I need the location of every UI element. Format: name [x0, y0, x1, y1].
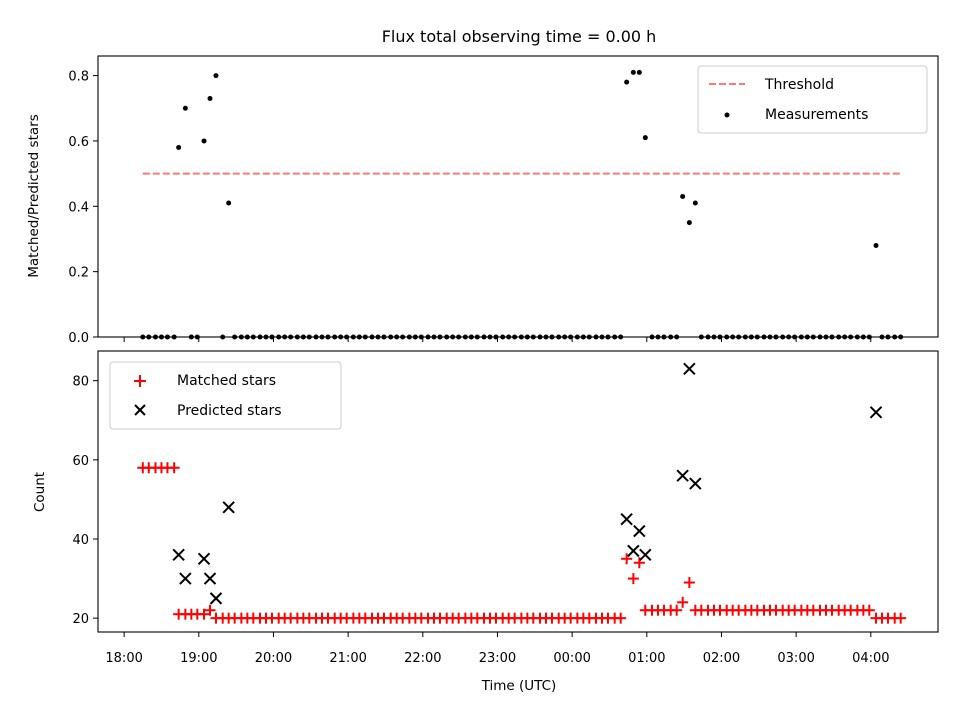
matched-star-point	[671, 604, 683, 616]
matched-star-point	[621, 553, 633, 565]
matched-star-point	[895, 612, 907, 624]
bottom-y-tick-label: 20	[72, 612, 89, 627]
measurements-legend-marker	[724, 112, 730, 118]
matched-star-point	[198, 608, 210, 620]
x-tick-label: 01:00	[628, 651, 665, 666]
bottom-x-ticks: 18:00 19:00 20:00 21:00 22:00 23:00 00:00 01:00…	[105, 632, 890, 666]
measurement-point	[226, 200, 232, 206]
measurement-point	[201, 138, 207, 144]
predicted-star-point	[203, 572, 217, 585]
top-axes: Flux total observing time = 0.00 h Match…	[26, 27, 939, 346]
bottom-y-axis-label: Count	[32, 472, 48, 512]
measurement-point	[680, 194, 686, 199]
matched-stars-legend-marker	[134, 375, 146, 387]
measurement-point	[692, 200, 698, 206]
predicted-star-point	[179, 572, 192, 585]
matched-star-point	[204, 604, 216, 616]
x-tick-label: 03:00	[777, 651, 814, 666]
measurement-point	[630, 69, 636, 75]
top-axes-frame	[97, 55, 939, 338]
matched-star-point	[633, 557, 645, 569]
x-tick-label: 22:00	[404, 651, 441, 666]
x-tick-label: 02:00	[703, 651, 740, 666]
bottom-y-tick-label: 40	[72, 533, 89, 548]
matched-star-point	[615, 612, 627, 624]
matched-star-point	[683, 577, 695, 589]
legend-measurements-label: Measurements	[765, 107, 868, 123]
measurement-point	[686, 220, 692, 226]
predicted-star-point	[197, 552, 211, 565]
top-y-axis-label: Matched/Predicted stars	[26, 114, 42, 277]
legend-matched-stars-label: Matched stars	[177, 373, 276, 389]
measurement-point	[873, 243, 879, 249]
measurement-point	[207, 95, 213, 101]
predicted-star-point	[209, 592, 223, 605]
matched-star-point	[863, 604, 875, 616]
bottom-legend-box	[109, 361, 342, 430]
legend-predicted-stars-label: Predicted stars	[177, 403, 282, 419]
measurement-point	[213, 73, 219, 79]
bottom-y-tick-label: 60	[72, 454, 89, 469]
predicted-star-point	[639, 548, 652, 562]
measurement-point	[636, 69, 642, 75]
bottom-axes-frame	[97, 350, 939, 633]
predicted-star-point	[222, 501, 235, 514]
predicted-star-point	[676, 469, 689, 482]
bottom-legend: Matched stars Predicted stars	[109, 361, 342, 430]
bottom-axes: Count Time (UTC) 20 40 60 80 18:00 19:00 20:0…	[32, 350, 939, 694]
matched-star-point	[627, 573, 639, 585]
predicted-star-point	[689, 477, 702, 490]
x-tick-label: 19:00	[180, 651, 217, 666]
measurement-point	[642, 135, 648, 141]
bottom-plot-area	[137, 362, 907, 624]
x-axis-label: Time (UTC)	[481, 678, 557, 694]
top-legend: Threshold Measurements	[697, 65, 928, 134]
x-tick-label: 23:00	[479, 651, 516, 666]
top-x-ticks	[123, 337, 872, 342]
top-legend-box	[697, 65, 928, 134]
top-y-ticks: 0.0 0.2 0.4 0.6 0.8	[68, 70, 98, 346]
top-y-tick-label: 0.8	[68, 70, 89, 85]
chart-title: Flux total observing time = 0.00 h	[382, 27, 657, 46]
x-tick-label: 18:00	[105, 651, 142, 666]
measurement-point	[624, 79, 630, 85]
x-tick-label: 04:00	[852, 651, 889, 666]
predicted-star-point	[172, 548, 185, 562]
predicted-stars-legend-marker	[134, 404, 146, 416]
measurement-point	[182, 105, 188, 111]
matched-star-point	[677, 596, 689, 608]
legend-threshold-label: Threshold	[764, 77, 834, 93]
predicted-star-point	[683, 362, 696, 376]
matched-star-point	[168, 462, 180, 474]
top-y-tick-label: 0.6	[68, 135, 89, 150]
predicted-star-point	[620, 512, 633, 526]
predicted-star-point	[869, 406, 883, 419]
bottom-y-tick-label: 80	[72, 375, 89, 390]
predicted-star-point	[627, 544, 640, 558]
x-tick-label: 21:00	[329, 651, 366, 666]
measurement-point	[176, 144, 182, 150]
top-y-tick-label: 0.4	[68, 200, 89, 215]
top-plot-area	[140, 69, 904, 340]
top-y-tick-label: 0.2	[68, 266, 89, 281]
predicted-star-point	[633, 524, 646, 538]
x-tick-label: 20:00	[255, 651, 292, 666]
bottom-y-ticks: 20 40 60 80	[72, 375, 98, 627]
top-y-tick-label: 0.0	[68, 331, 89, 346]
x-tick-label: 00:00	[553, 651, 590, 666]
